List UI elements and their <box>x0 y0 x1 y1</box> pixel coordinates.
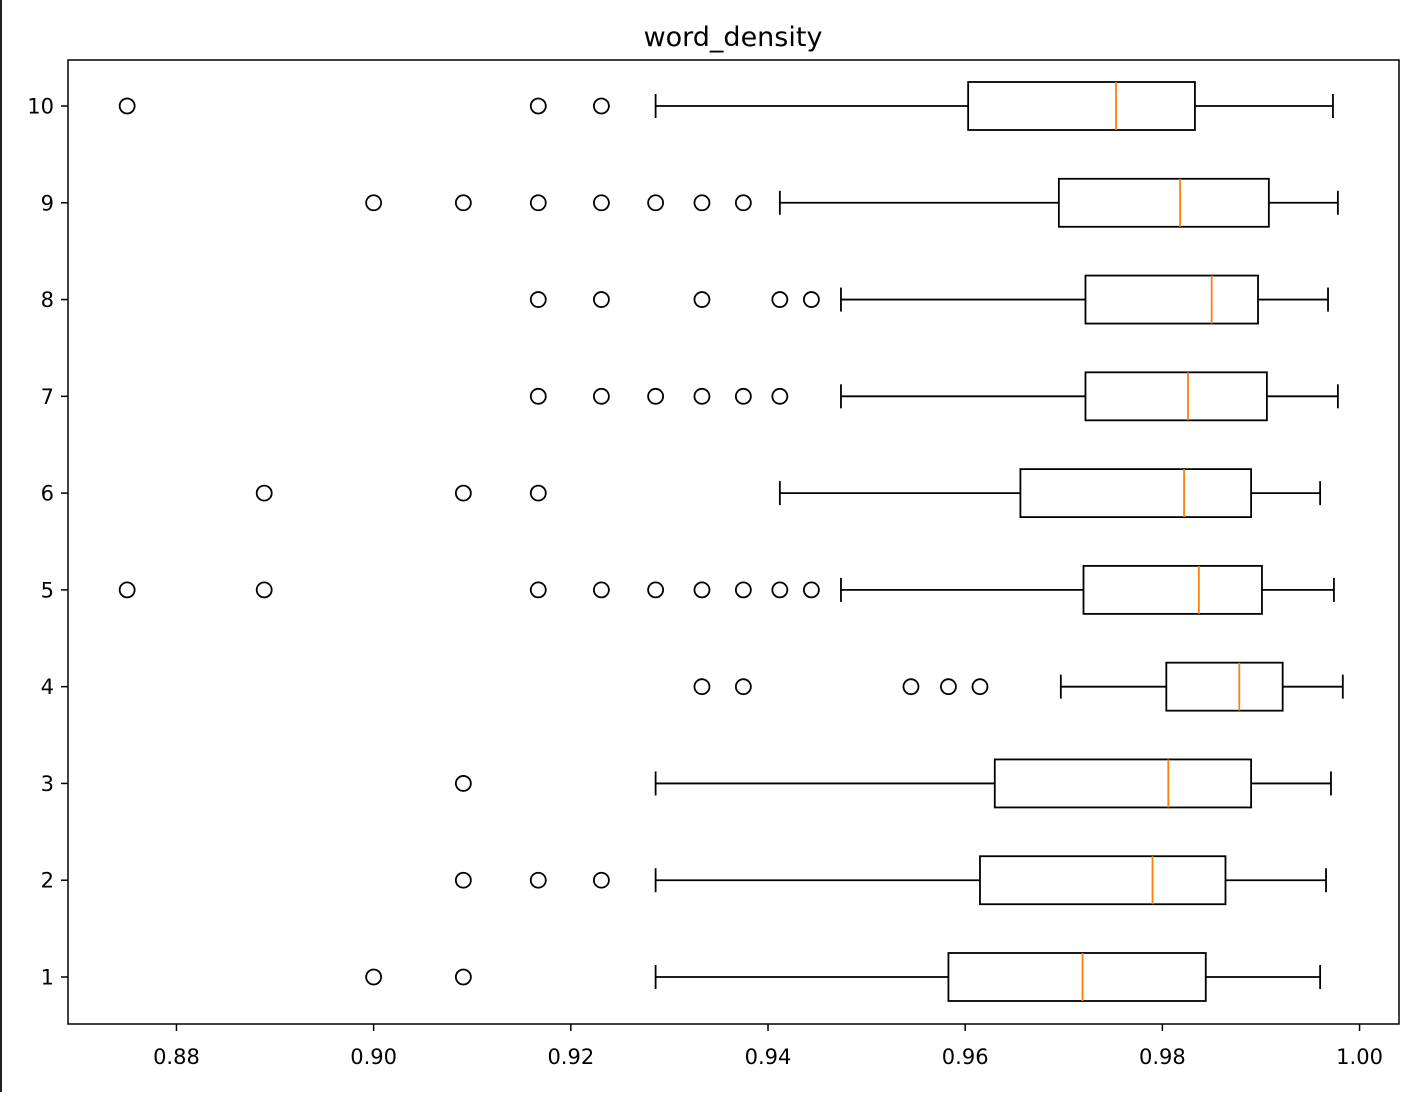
outlier-point <box>693 678 711 696</box>
outlier-point <box>255 484 273 502</box>
window-left-edge <box>0 0 2 1092</box>
x-axis: 0.88 0.90 0.92 0.94 0.96 0.98 1.00 <box>153 1024 1383 1069</box>
iqr-box <box>1019 468 1253 519</box>
outlier-point <box>529 871 547 889</box>
outlier-point <box>693 581 711 599</box>
y-tick-label: 7 <box>41 385 54 409</box>
outlier-point <box>734 194 752 212</box>
outlier-point <box>592 581 610 599</box>
outlier-point <box>771 291 789 308</box>
box-6 <box>255 468 1322 519</box>
y-tick-label: 3 <box>41 772 54 796</box>
x-tick-label: 1.00 <box>1336 1045 1383 1069</box>
outlier-point <box>454 775 472 792</box>
x-tick-label: 0.96 <box>942 1045 989 1069</box>
outlier-point <box>771 581 789 599</box>
outlier-point <box>734 678 752 696</box>
outlier-point <box>118 97 136 115</box>
x-tick-label: 0.94 <box>745 1045 792 1069</box>
y-tick-label: 5 <box>41 578 54 602</box>
outlier-point <box>592 871 610 889</box>
outlier-point <box>971 678 989 696</box>
outlier-point <box>647 581 665 599</box>
box-5 <box>118 564 1335 615</box>
boxes-group <box>118 81 1344 1002</box>
outlier-point <box>365 194 383 212</box>
outlier-point <box>454 871 472 889</box>
outlier-point <box>592 291 610 308</box>
y-tick-label: 2 <box>41 869 54 893</box>
outlier-point <box>454 968 472 986</box>
iqr-box <box>1165 661 1284 712</box>
y-tick-label: 8 <box>41 288 54 312</box>
iqr-box <box>967 81 1196 131</box>
outlier-point <box>454 194 472 212</box>
iqr-box <box>1082 564 1263 615</box>
outlier-point <box>734 581 752 599</box>
outlier-point <box>693 387 711 405</box>
outlier-point <box>529 387 547 405</box>
outlier-point <box>529 194 547 212</box>
y-tick-label: 9 <box>41 191 54 215</box>
plot-frame <box>67 59 1400 1025</box>
iqr-box <box>979 855 1227 906</box>
outlier-point <box>592 387 610 405</box>
box-1 <box>365 952 1322 1002</box>
y-tick-label: 6 <box>41 482 54 506</box>
box-8 <box>529 274 1329 325</box>
x-tick-label: 0.88 <box>153 1045 200 1069</box>
outlier-point <box>902 678 920 696</box>
outlier-point <box>802 581 820 599</box>
outlier-point <box>693 291 711 308</box>
outlier-point <box>771 387 789 405</box>
outlier-point <box>529 581 547 599</box>
x-tick-label: 0.90 <box>350 1045 397 1069</box>
outlier-point <box>118 581 136 599</box>
y-tick-label: 10 <box>27 95 54 119</box>
box-7 <box>529 371 1339 422</box>
outlier-point <box>802 291 820 308</box>
box-3 <box>454 758 1332 809</box>
iqr-box <box>1084 371 1268 422</box>
outlier-point <box>365 968 383 986</box>
box-2 <box>454 855 1327 906</box>
box-9 <box>365 177 1339 228</box>
box-10 <box>118 81 1334 131</box>
iqr-box <box>1084 274 1259 325</box>
iqr-box <box>993 758 1253 809</box>
iqr-box <box>947 952 1207 1002</box>
outlier-point <box>592 194 610 212</box>
outlier-point <box>529 484 547 502</box>
outlier-point <box>529 97 547 115</box>
outlier-point <box>529 291 547 308</box>
y-tick-label: 4 <box>41 675 54 699</box>
y-axis: 1 2 3 4 5 6 7 8 9 10 <box>27 95 68 990</box>
outlier-point <box>647 387 665 405</box>
x-tick-label: 0.92 <box>547 1045 594 1069</box>
outlier-point <box>647 194 665 212</box>
outlier-point <box>454 484 472 502</box>
outlier-point <box>693 194 711 212</box>
box-4 <box>693 661 1344 712</box>
iqr-box <box>1057 177 1270 228</box>
outlier-point <box>940 678 957 696</box>
y-tick-label: 1 <box>41 966 54 990</box>
outlier-point <box>734 387 752 405</box>
chart-title: word_density <box>644 22 823 53</box>
outlier-point <box>255 581 273 599</box>
outlier-point <box>592 97 610 115</box>
x-tick-label: 0.98 <box>1139 1045 1186 1069</box>
